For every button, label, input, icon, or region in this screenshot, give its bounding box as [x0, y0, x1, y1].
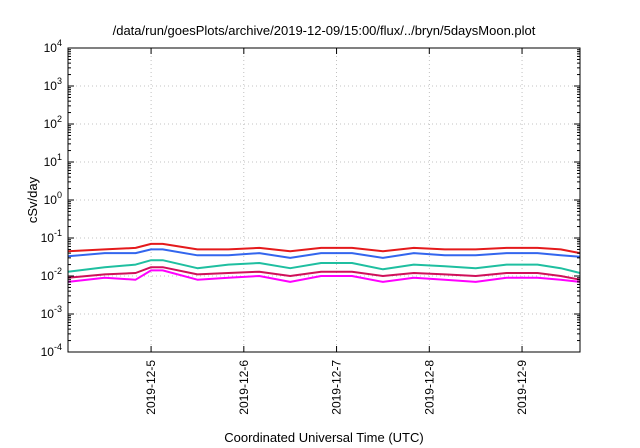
- y-tick-label: 10-2: [41, 266, 62, 283]
- x-tick-label: 2019-12-5: [144, 360, 158, 415]
- chart-title: /data/run/goesPlots/archive/2019-12-09/1…: [113, 23, 536, 38]
- series-line-2: [67, 248, 581, 259]
- y-tick-label: 10-4: [41, 342, 62, 359]
- y-tick-label: 102: [44, 114, 62, 131]
- y-tick-label: 103: [44, 76, 62, 93]
- series-layer: [67, 242, 581, 283]
- y-tick-label: 100: [44, 190, 62, 207]
- y-tick-label-base: 10: [41, 307, 55, 321]
- y-tick-label-exponent: -2: [54, 266, 62, 276]
- y-tick-label-base: 10: [41, 269, 55, 283]
- y-tick-label-exponent: 1: [57, 152, 62, 162]
- y-tick-label-exponent: 3: [57, 76, 62, 86]
- y-tick-label-base: 10: [44, 117, 58, 131]
- series-line-1: [67, 242, 581, 255]
- y-tick-label: 10-3: [41, 304, 62, 321]
- y-tick-label-exponent: 2: [57, 114, 62, 124]
- y-tick-label-base: 10: [41, 231, 55, 245]
- x-tick-label: 2019-12-8: [422, 360, 436, 415]
- y-tick-label-base: 10: [44, 41, 58, 55]
- series-line-4: [67, 266, 581, 281]
- y-tick-label-exponent: 0: [57, 190, 62, 200]
- x-tick-label: 2019-12-9: [515, 360, 529, 415]
- y-tick-label-exponent: -3: [54, 304, 62, 314]
- y-tick-label: 101: [44, 152, 62, 169]
- x-tick-label: 2019-12-6: [237, 360, 251, 415]
- y-tick-label-exponent: 4: [57, 38, 62, 48]
- y-tick-label-base: 10: [44, 193, 58, 207]
- x-tick-labels: 2019-12-5 2019-12-6 2019-12-7 2019-12-8 2019…: [144, 360, 529, 415]
- x-axis-label: Coordinated Universal Time (UTC): [224, 430, 423, 445]
- axis-ticks: [68, 47, 580, 353]
- y-axis-label: cSv/day: [25, 176, 40, 223]
- y-tick-label: 10-1: [41, 228, 62, 245]
- y-tick-label-exponent: -1: [54, 228, 62, 238]
- y-tick-label: 104: [44, 38, 62, 55]
- x-tick-label: 2019-12-7: [330, 360, 344, 415]
- series-line-5: [67, 269, 581, 283]
- y-tick-label-base: 10: [44, 155, 58, 169]
- y-tick-label-exponent: -4: [54, 342, 62, 352]
- y-tick-label-base: 10: [41, 345, 55, 359]
- series-line-3: [67, 259, 581, 274]
- grid-lines: [68, 48, 580, 352]
- y-tick-label-base: 10: [44, 79, 58, 93]
